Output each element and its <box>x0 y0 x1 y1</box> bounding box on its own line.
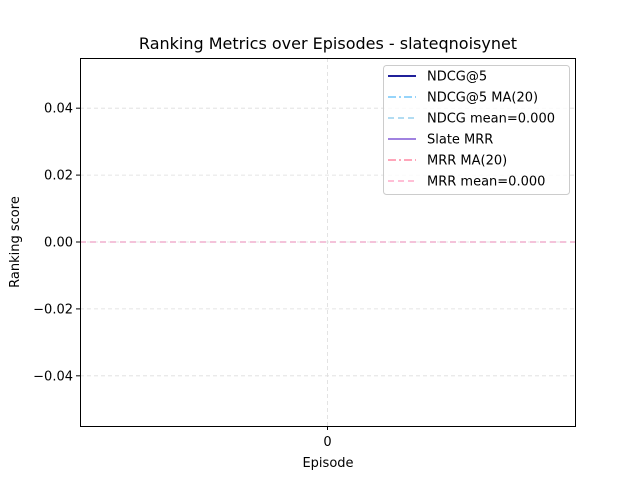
x-tick-label: 0 <box>323 435 331 450</box>
legend-label: MRR MA(20) <box>427 154 507 169</box>
legend-label: NDCG@5 MA(20) <box>427 91 538 106</box>
y-tick-label: 0.02 <box>44 169 73 184</box>
legend-label: Slate MRR <box>427 133 493 148</box>
axis-layer: 0.04 0.02 0.00 −0.02 −0.04 0 <box>33 102 331 450</box>
legend-frame <box>383 65 570 195</box>
legend-label: NDCG@5 <box>427 70 487 85</box>
x-axis-label: Episode <box>302 456 353 471</box>
legend-label: MRR mean=0.000 <box>427 175 545 190</box>
legend: NDCG@5 NDCG@5 MA(20) NDCG mean=0.000 Slate … <box>383 65 570 195</box>
grid-layer <box>80 58 575 426</box>
y-tick-label: −0.02 <box>33 302 73 317</box>
y-axis-label: Ranking score <box>8 196 23 288</box>
y-tick-label: 0.04 <box>44 102 73 117</box>
chart-title: Ranking Metrics over Episodes - slateqno… <box>139 34 517 53</box>
y-tick-label: 0.00 <box>44 236 73 251</box>
y-tick-label: −0.04 <box>33 369 73 384</box>
legend-label: NDCG mean=0.000 <box>427 112 555 127</box>
